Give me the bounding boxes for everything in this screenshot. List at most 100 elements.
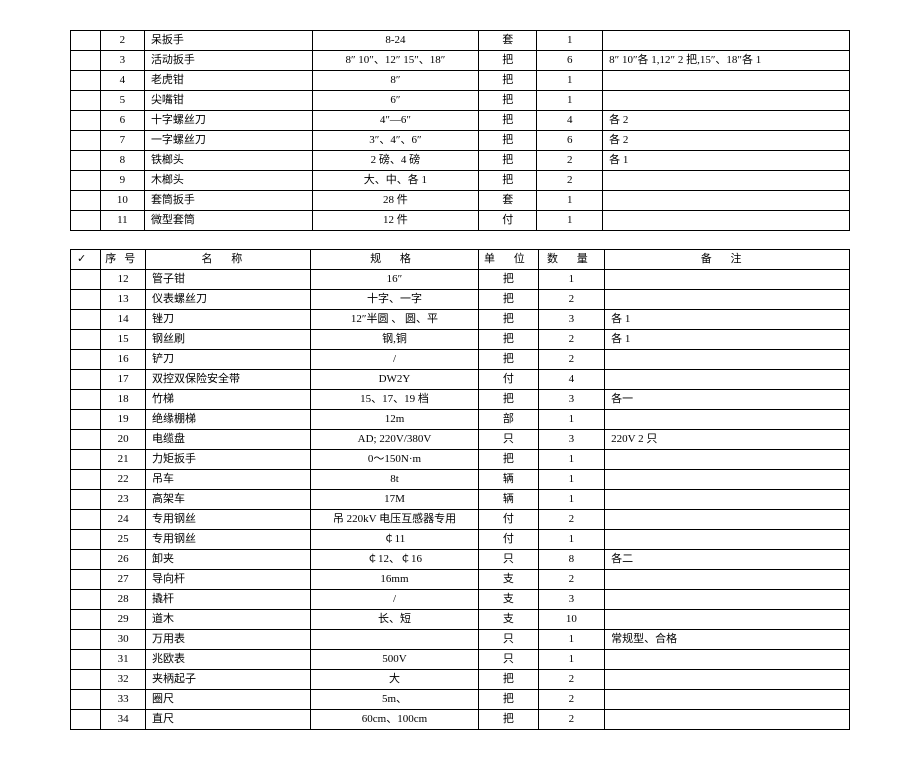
cell-note xyxy=(605,370,850,390)
cell-name: 木榔头 xyxy=(144,171,312,191)
cell-seq: 30 xyxy=(101,630,146,650)
cell-spec: 6″ xyxy=(312,91,478,111)
cell-unit: 只 xyxy=(479,650,538,670)
cell-check xyxy=(71,330,101,350)
cell-spec: 大 xyxy=(310,670,478,690)
cell-qty: 1 xyxy=(538,470,605,490)
cell-name: 双控双保险安全带 xyxy=(145,370,310,390)
cell-qty: 6 xyxy=(537,131,603,151)
col-qty-header: 数 量 xyxy=(538,250,605,270)
cell-name: 力矩扳手 xyxy=(145,450,310,470)
cell-name: 套筒扳手 xyxy=(144,191,312,211)
cell-name: 专用钢丝 xyxy=(145,510,310,530)
cell-seq: 31 xyxy=(101,650,146,670)
cell-note: 8″ 10″各 1,12″ 2 把,15″、18″各 1 xyxy=(603,51,850,71)
cell-check xyxy=(71,290,101,310)
cell-name: 铁榔头 xyxy=(144,151,312,171)
cell-name: 夹柄起子 xyxy=(145,670,310,690)
cell-spec: / xyxy=(310,350,478,370)
cell-seq: 12 xyxy=(101,270,146,290)
cell-qty: 6 xyxy=(537,51,603,71)
cell-seq: 6 xyxy=(100,111,144,131)
cell-qty: 1 xyxy=(537,211,603,231)
cell-unit: 把 xyxy=(479,290,538,310)
table-row: 12管子钳16″把1 xyxy=(71,270,850,290)
table-row: 25专用钢丝￠11付1 xyxy=(71,530,850,550)
cell-note: 220V 2 只 xyxy=(605,430,850,450)
cell-name: 锉刀 xyxy=(145,310,310,330)
cell-spec: 8″ xyxy=(312,71,478,91)
cell-spec: 0～150N·m xyxy=(310,450,478,470)
cell-name: 钢丝刷 xyxy=(145,330,310,350)
cell-qty: 4 xyxy=(538,370,605,390)
cell-check xyxy=(71,131,101,151)
cell-qty: 2 xyxy=(538,290,605,310)
cell-check xyxy=(71,111,101,131)
cell-check xyxy=(71,630,101,650)
table-row: 8铁榔头2 磅、4 磅把2各 1 xyxy=(71,151,850,171)
cell-qty: 1 xyxy=(538,630,605,650)
cell-qty: 1 xyxy=(537,31,603,51)
cell-qty: 1 xyxy=(538,270,605,290)
cell-note: 各 1 xyxy=(605,330,850,350)
cell-unit: 把 xyxy=(479,690,538,710)
cell-check xyxy=(71,51,101,71)
cell-spec: 2 磅、4 磅 xyxy=(312,151,478,171)
cell-name: 道木 xyxy=(145,610,310,630)
cell-note xyxy=(605,570,850,590)
cell-unit: 把 xyxy=(479,710,538,730)
cell-unit: 把 xyxy=(478,91,536,111)
cell-qty: 2 xyxy=(538,670,605,690)
cell-qty: 2 xyxy=(538,350,605,370)
cell-name: 仪表螺丝刀 xyxy=(145,290,310,310)
cell-check xyxy=(71,370,101,390)
table-row: 17双控双保险安全带DW2Y付4 xyxy=(71,370,850,390)
table-row: 23高架车17M辆1 xyxy=(71,490,850,510)
cell-check xyxy=(71,410,101,430)
cell-name: 吊车 xyxy=(145,470,310,490)
table-row: 18竹梯15、17、19 档把3各一 xyxy=(71,390,850,410)
cell-name: 专用钢丝 xyxy=(145,530,310,550)
cell-note: 各一 xyxy=(605,390,850,410)
cell-seq: 24 xyxy=(101,510,146,530)
cell-seq: 33 xyxy=(101,690,146,710)
cell-name: 呆扳手 xyxy=(144,31,312,51)
cell-name: 竹梯 xyxy=(145,390,310,410)
cell-seq: 26 xyxy=(101,550,146,570)
cell-note: 各 2 xyxy=(603,111,850,131)
table-row: 31兆欧表500V只1 xyxy=(71,650,850,670)
cell-note xyxy=(605,470,850,490)
cell-name: 尖嘴钳 xyxy=(144,91,312,111)
cell-qty: 1 xyxy=(538,410,605,430)
table-row: 10套筒扳手28 件套1 xyxy=(71,191,850,211)
table-row: 7一字螺丝刀3″、4″、6″把6各 2 xyxy=(71,131,850,151)
cell-check xyxy=(71,91,101,111)
cell-unit: 只 xyxy=(479,430,538,450)
table-row: 9木榔头大、中、各 1把2 xyxy=(71,171,850,191)
cell-note: 常规型、合格 xyxy=(605,630,850,650)
cell-note xyxy=(603,71,850,91)
cell-note: 各二 xyxy=(605,550,850,570)
cell-note xyxy=(605,450,850,470)
cell-seq: 22 xyxy=(101,470,146,490)
cell-qty: 3 xyxy=(538,430,605,450)
cell-spec: 12″半圆 、 圆、平 xyxy=(310,310,478,330)
cell-note: 各 1 xyxy=(605,310,850,330)
table-row: 4老虎钳8″把1 xyxy=(71,71,850,91)
cell-check xyxy=(71,570,101,590)
cell-qty: 3 xyxy=(538,590,605,610)
table-row: 2呆扳手8-24套1 xyxy=(71,31,850,51)
cell-note xyxy=(605,670,850,690)
table-row: 19绝缘棚梯12m部1 xyxy=(71,410,850,430)
cell-unit: 套 xyxy=(478,31,536,51)
cell-note xyxy=(605,350,850,370)
cell-spec: 8-24 xyxy=(312,31,478,51)
cell-seq: 28 xyxy=(101,590,146,610)
table-row: 22吊车8t辆1 xyxy=(71,470,850,490)
cell-unit: 把 xyxy=(478,171,536,191)
cell-seq: 27 xyxy=(101,570,146,590)
cell-spec: 12 件 xyxy=(312,211,478,231)
cell-check xyxy=(71,650,101,670)
cell-spec: 17M xyxy=(310,490,478,510)
cell-qty: 1 xyxy=(538,490,605,510)
